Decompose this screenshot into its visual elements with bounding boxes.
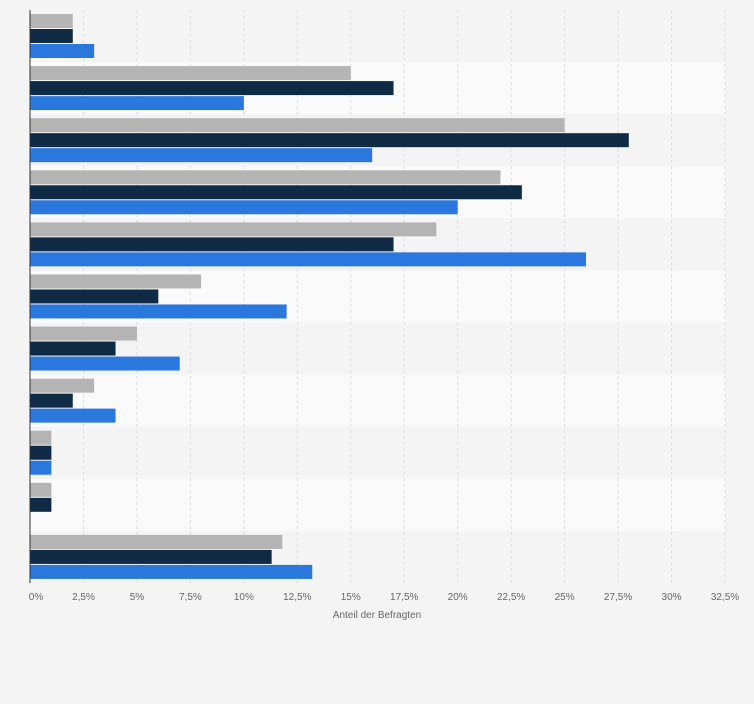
bar-series3-cat1[interactable]: [30, 44, 95, 58]
bar-series3-cat7[interactable]: [30, 356, 180, 371]
x-tick-label: 7,5%: [179, 592, 202, 603]
bar-series1-cat5[interactable]: [30, 222, 437, 237]
bar-series3-cat2[interactable]: [30, 96, 244, 111]
bar-series1-cat2[interactable]: [30, 66, 351, 81]
row-band: [30, 10, 725, 63]
bar-series2-cat10[interactable]: [30, 497, 52, 512]
bar-series2-cat6[interactable]: [30, 289, 159, 304]
bar-series1-cat8[interactable]: [30, 378, 95, 393]
bar-series3-cat4[interactable]: [30, 200, 458, 215]
x-tick-labels: 0% 2,5% 5% 7,5% 10% 12,5% 15% 17,5% 20% 22,5% 25% 2…: [29, 592, 740, 603]
row-band: [30, 426, 725, 479]
bar-series1-cat9[interactable]: [30, 430, 52, 445]
x-tick-label: 32,5%: [711, 592, 739, 603]
bar-series3-cat6[interactable]: [30, 304, 287, 319]
x-tick-label: 5%: [130, 592, 145, 603]
x-tick-label: 30%: [662, 592, 682, 603]
bar-series2-cat7[interactable]: [30, 341, 116, 356]
bar-series1-cat1[interactable]: [30, 14, 73, 28]
bar-series1-cat4[interactable]: [30, 170, 501, 185]
x-tick-label: 0%: [29, 592, 44, 603]
x-tick-label: 15%: [341, 592, 361, 603]
bar-series3-cat9[interactable]: [30, 460, 52, 475]
x-tick-label: 2,5%: [72, 592, 95, 603]
bar-series2-cat4[interactable]: [30, 185, 522, 200]
bar-series2-cat11[interactable]: [30, 549, 272, 564]
x-tick-label: 20%: [448, 592, 468, 603]
x-tick-label: 17,5%: [390, 592, 418, 603]
bar-series1-cat11[interactable]: [30, 534, 283, 549]
bar-series1-cat7[interactable]: [30, 326, 137, 341]
bar-series3-cat8[interactable]: [30, 408, 116, 423]
bar-series2-cat2[interactable]: [30, 81, 394, 96]
bar-series1-cat6[interactable]: [30, 274, 202, 289]
bar-series3-cat5[interactable]: [30, 252, 586, 267]
row-band: [30, 374, 725, 427]
x-tick-label: 27,5%: [604, 592, 632, 603]
bar-series1-cat3[interactable]: [30, 118, 565, 133]
bar-series2-cat1[interactable]: [30, 29, 73, 43]
bars: [30, 14, 629, 579]
bar-series2-cat8[interactable]: [30, 393, 73, 408]
x-tick-label: 25%: [555, 592, 575, 603]
row-band: [30, 478, 725, 531]
x-axis-title: Anteil der Befragten: [333, 610, 421, 621]
x-tick-label: 12,5%: [283, 592, 311, 603]
x-tick-label: 10%: [234, 592, 254, 603]
x-tick-label: 22,5%: [497, 592, 525, 603]
bar-series2-cat9[interactable]: [30, 445, 52, 460]
bar-series2-cat3[interactable]: [30, 133, 629, 148]
bar-series3-cat3[interactable]: [30, 148, 373, 163]
bar-series2-cat5[interactable]: [30, 237, 394, 252]
bar-series1-cat10[interactable]: [30, 482, 52, 497]
bar-series3-cat11[interactable]: [30, 564, 313, 579]
